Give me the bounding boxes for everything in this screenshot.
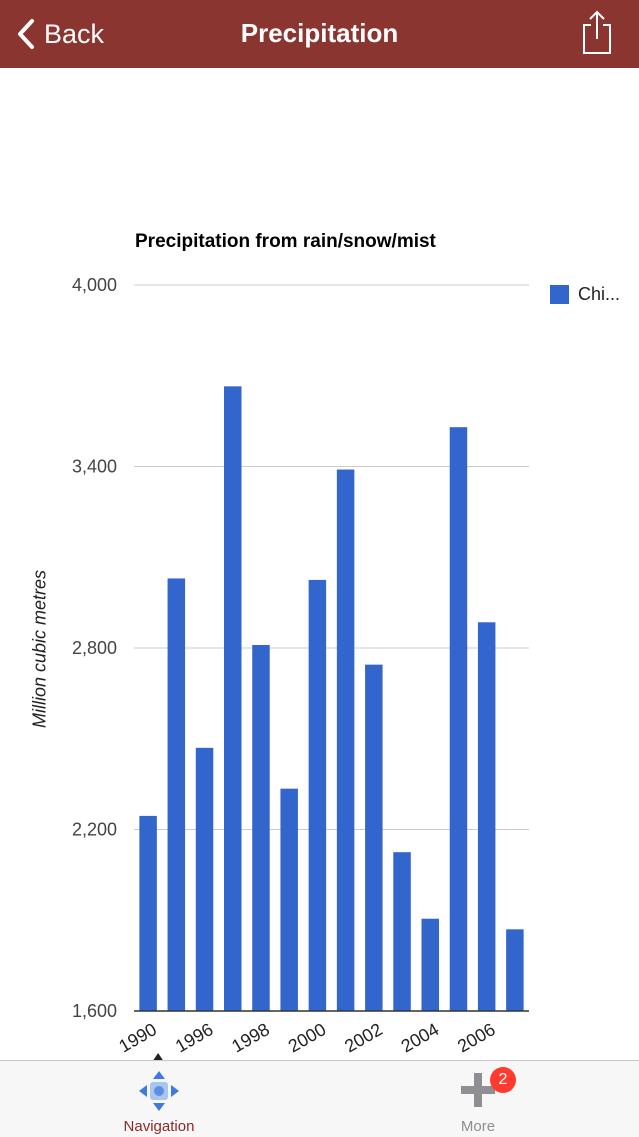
back-button[interactable]: Back	[16, 14, 104, 54]
back-label: Back	[44, 18, 105, 49]
bar	[224, 386, 242, 1011]
y-tick-label: 3,400	[72, 457, 117, 477]
x-tick-label: 2004	[398, 1019, 443, 1056]
chart-legend[interactable]: Chi...	[550, 284, 620, 305]
chart-title: Precipitation from rain/snow/mist	[135, 231, 436, 252]
bar	[280, 788, 298, 1011]
bar	[252, 644, 270, 1011]
navigation-icon	[139, 1071, 179, 1111]
bar	[477, 622, 496, 1011]
bar	[365, 664, 383, 1011]
bar	[167, 578, 186, 1011]
bar	[336, 469, 355, 1011]
bar	[393, 852, 411, 1011]
x-tick-label: 2006	[454, 1019, 499, 1056]
tab-more[interactable]: More	[438, 1061, 518, 1137]
share-icon	[583, 10, 611, 54]
tab-more-label: More	[460, 1118, 496, 1135]
x-tick-label: 1990	[115, 1019, 160, 1056]
bar	[195, 747, 214, 1011]
bar	[421, 918, 439, 1011]
bar	[506, 929, 524, 1011]
y-tick-label: 4,000	[72, 275, 117, 295]
navigation-bar: Back Precipitation	[0, 0, 639, 68]
y-tick-label: 1,600	[72, 1001, 117, 1021]
legend-swatch	[550, 285, 569, 304]
bar	[308, 579, 327, 1011]
y-tick-label: 2,800	[72, 638, 117, 658]
y-tick-label: 2,200	[72, 820, 117, 840]
tab-navigation-label: Navigation	[123, 1118, 195, 1135]
share-button[interactable]	[581, 9, 613, 60]
x-tick-label: 1996	[172, 1019, 217, 1056]
notification-badge: 2	[490, 1067, 516, 1093]
x-tick-label: 1998	[228, 1019, 273, 1056]
x-tick-label: 2000	[285, 1019, 330, 1056]
bar	[449, 427, 468, 1011]
tooltip-marker	[152, 1053, 165, 1062]
bar	[139, 815, 157, 1011]
legend-label: Chi...	[578, 284, 621, 304]
chevron-left-icon	[18, 19, 34, 49]
tab-bar: Navigation More	[0, 1060, 639, 1137]
plus-icon	[461, 1073, 495, 1107]
x-tick-label: 2002	[341, 1019, 386, 1056]
tab-navigation[interactable]: Navigation	[99, 1061, 219, 1137]
